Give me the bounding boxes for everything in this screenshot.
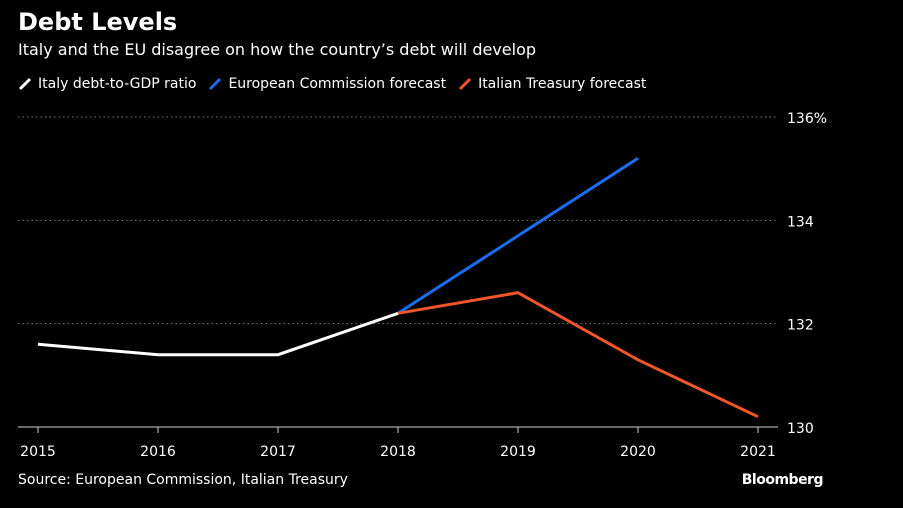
x-tick-label: 2018 [380, 444, 416, 460]
legend-label-ec: European Commission forecast [228, 76, 447, 92]
y-tick-label: 130 [787, 421, 814, 437]
y-tick-label: 136% [787, 111, 827, 127]
brand-logo: Bloomberg [741, 472, 824, 488]
grid-layer [18, 116, 778, 325]
y-tick-label: 134 [787, 214, 814, 230]
chart-legend: Italy debt-to-GDP ratio European Commiss… [18, 74, 658, 94]
legend-swatch-ec-icon [209, 77, 222, 91]
axis-layer [18, 426, 778, 433]
legend-item-ec: European Commission forecast [208, 76, 446, 92]
x-tick-label: 2015 [20, 444, 56, 460]
label-layer: 130 132 134 136% 2015 2016 2017 2018 2019 2020 202… [20, 111, 827, 460]
series-line-1 [397, 157, 639, 315]
series-line-2 [397, 291, 759, 419]
legend-swatch-italy-icon [18, 77, 32, 91]
legend-label-treasury: Italian Treasury forecast [478, 76, 647, 92]
x-tick-label: 2021 [740, 444, 776, 460]
x-tick-label: 2017 [260, 444, 296, 460]
x-tick-label: 2016 [140, 444, 176, 460]
chart-title: Debt Levels [18, 8, 178, 36]
source-note: Source: European Commission, Italian Tre… [18, 472, 348, 488]
series-line-0 [37, 311, 399, 357]
chart-subtitle: Italy and the EU disagree on how the cou… [18, 40, 537, 59]
legend-item-italy: Italy debt-to-GDP ratio [18, 76, 196, 92]
x-tick-label: 2019 [500, 444, 536, 460]
legend-label-italy: Italy debt-to-GDP ratio [38, 76, 197, 92]
series-layer [37, 157, 759, 419]
legend-swatch-treasury-icon [459, 77, 472, 91]
y-tick-label: 132 [787, 318, 814, 334]
x-tick-label: 2020 [620, 444, 656, 460]
legend-item-treasury: Italian Treasury forecast [458, 76, 646, 92]
